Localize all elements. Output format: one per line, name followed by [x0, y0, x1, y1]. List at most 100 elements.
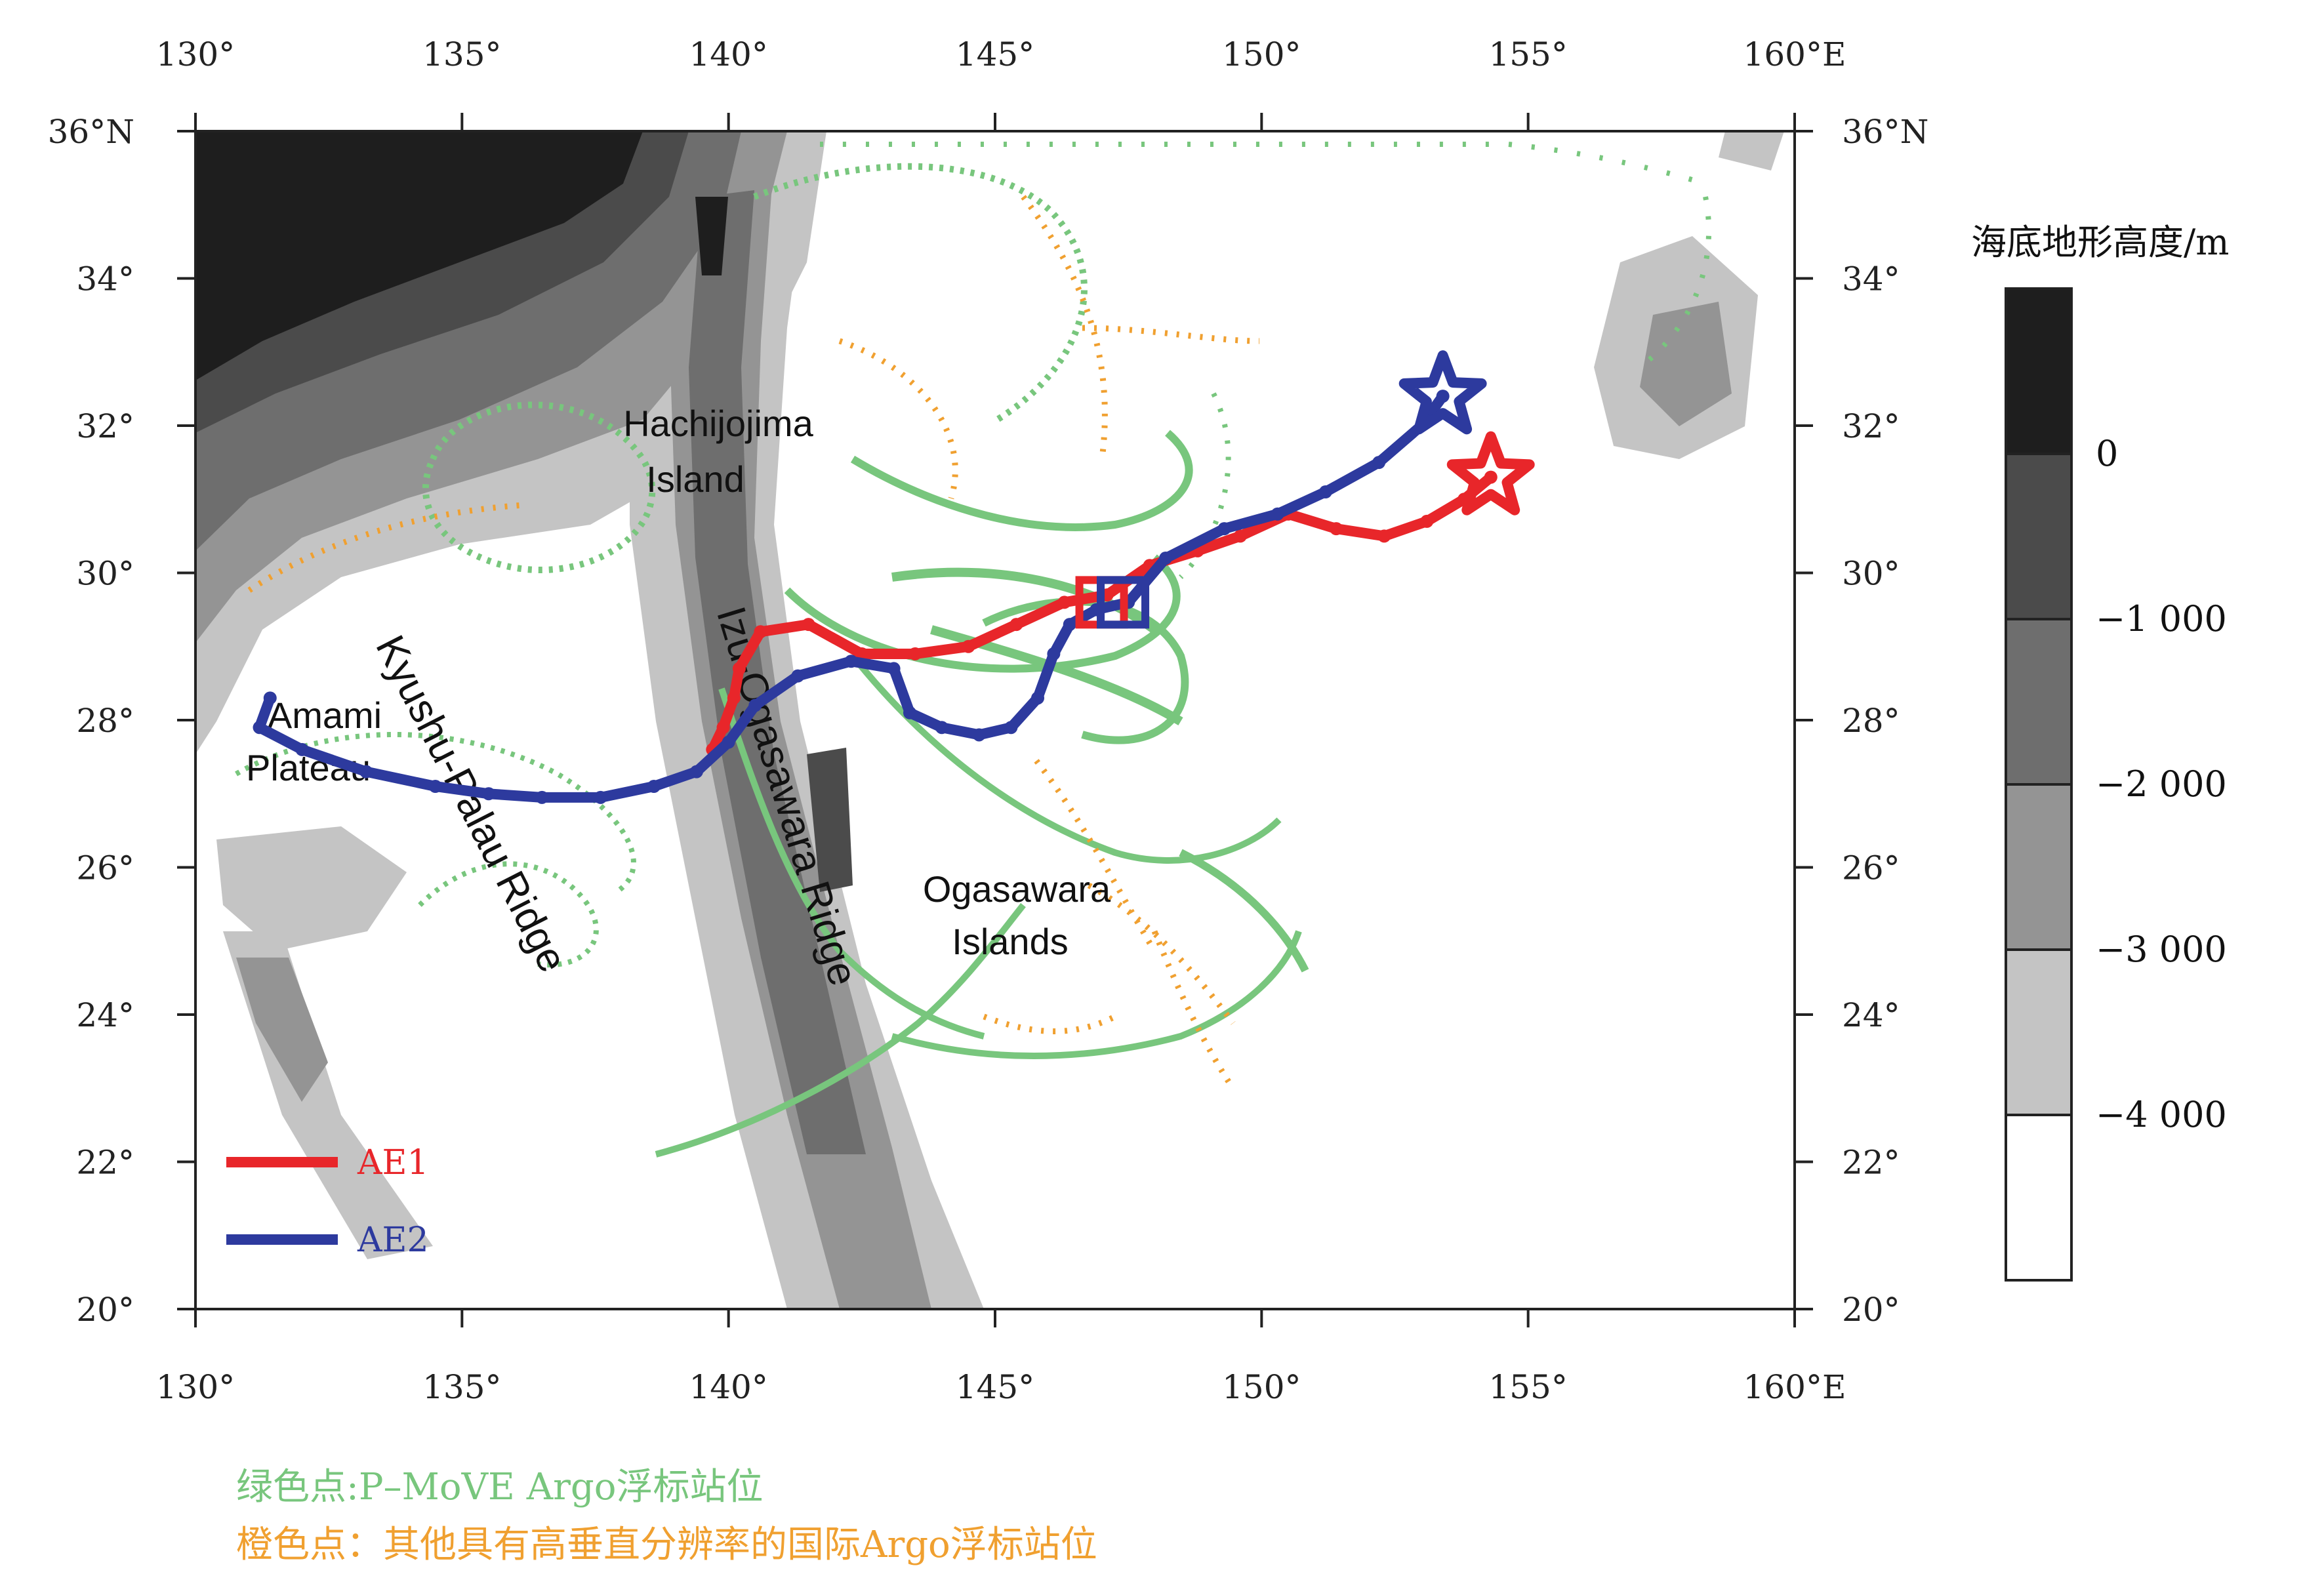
track-point-ae1 [716, 721, 730, 735]
track-point-ae2 [1047, 647, 1061, 660]
x-tick-label-bottom: 150° [1222, 1368, 1301, 1406]
y-tick-label-left: 26° [76, 849, 134, 887]
y-tick-label-right: 26° [1842, 849, 1900, 887]
orange-argo-floats [247, 195, 1260, 1091]
colorbar-swatch [2005, 783, 2073, 951]
track-point-ae1 [962, 639, 975, 653]
colorbar-label: −1 000 [2096, 598, 2227, 639]
bathymetry-layer [195, 131, 1784, 1309]
y-tick-label-right: 22° [1842, 1144, 1900, 1182]
x-tick-label-bottom: 135° [422, 1368, 501, 1406]
track-point-ae1 [1377, 529, 1391, 543]
track-point-ae1 [802, 618, 815, 632]
track-point-ae1 [1009, 618, 1023, 632]
track-point-ae2 [748, 698, 762, 712]
track-point-ae1 [1330, 522, 1343, 536]
x-tick-label-top: 135° [422, 35, 501, 73]
label-ogasawara: Ogasawara [923, 868, 1111, 910]
label-hachijojima-island: Island [646, 458, 744, 500]
y-tick-label-left: 36°N [48, 113, 134, 151]
x-tick-label-bottom: 140° [689, 1368, 767, 1406]
legend-ae1-label: AE1 [357, 1143, 429, 1182]
track-point-ae2 [935, 721, 948, 735]
track-point-ae1 [727, 691, 741, 705]
track-legend: AE1 AE2 [226, 1143, 429, 1260]
track-point-ae2 [689, 765, 703, 778]
colorbar-swatch [2005, 287, 2073, 455]
track-point-ae2 [535, 790, 549, 804]
track-point-ae2 [1159, 552, 1173, 565]
colorbar-label: −4 000 [2096, 1094, 2227, 1135]
x-tick-label-top: 130° [156, 35, 235, 73]
legend-ae2-label: AE2 [357, 1221, 429, 1260]
y-tick-label-left: 32° [76, 407, 134, 445]
colorbar-label: −2 000 [2096, 763, 2227, 805]
x-tick-label-bottom: 145° [956, 1368, 1034, 1406]
footer-orange-note: 橙色点：其他具有高垂直分辨率的国际Argo浮标站位 [236, 1524, 1097, 1566]
eddy-markers [1075, 350, 1535, 629]
x-tick-label-top: 140° [689, 35, 767, 73]
track-point-ae1 [1420, 514, 1434, 528]
track-point-ae2 [791, 669, 805, 683]
track-point-ae1 [732, 662, 746, 676]
colorbar-swatch [2005, 618, 2073, 786]
track-point-ae1 [1057, 596, 1071, 609]
colorbar-label: −3 000 [2096, 929, 2227, 970]
y-tick-label-left: 34° [76, 260, 134, 298]
label-ogasawara-islands: Islands [952, 921, 1068, 962]
track-point-ae2 [1318, 485, 1332, 499]
y-tick-label-right: 36°N [1842, 113, 1928, 151]
track-point-ae2 [1271, 507, 1284, 521]
x-tick-label-top: 155° [1488, 35, 1567, 73]
colorbar-swatch [2005, 453, 2073, 620]
track-point-ae2 [1063, 618, 1076, 632]
colorbar-swatch [2005, 1114, 2073, 1282]
colorbar-title: 海底地形高度/m [1971, 222, 2229, 263]
ae2-square-icon [1097, 576, 1150, 629]
track-point-ae2 [253, 721, 266, 735]
y-tick-label-right: 20° [1842, 1291, 1900, 1329]
track-point-ae2 [1031, 691, 1045, 705]
colorbar: 海底地形高度/m 0 −1 000 −2 000 −3 000 −4 000 [1971, 222, 2229, 1282]
track-point-ae2 [1004, 721, 1018, 735]
colorbar-labels: 0 −1 000 −2 000 −3 000 −4 000 [2096, 433, 2227, 1135]
track-point-ae1 [908, 647, 922, 660]
x-tick-label-bottom: 155° [1488, 1368, 1567, 1406]
axis-ticks: 130° 130° 135° 135° 140° 140° 145° 145° 150° 150°… [48, 35, 1929, 1406]
y-tick-label-left: 28° [76, 702, 134, 740]
track-point-ae2 [887, 662, 901, 676]
label-hachijojima: Hachijojima [623, 403, 813, 444]
track-point-ae2 [594, 790, 607, 804]
ae1-start-star-icon [1446, 431, 1535, 515]
y-tick-label-left: 24° [76, 996, 134, 1034]
track-point-ae2 [1217, 522, 1231, 536]
track-point-ae2 [903, 706, 916, 719]
track-point-ae2 [1372, 456, 1386, 470]
label-amami: Amami [268, 695, 382, 736]
y-tick-label-right: 28° [1842, 702, 1900, 740]
y-tick-label-right: 34° [1842, 260, 1900, 298]
track-point-ae2 [722, 735, 735, 749]
x-tick-label-top: 160°E [1743, 35, 1846, 73]
eddy-tracks [253, 390, 1498, 804]
track-point-ae1 [754, 625, 767, 639]
track-point-ae2 [428, 780, 442, 794]
track-point-ae2 [481, 787, 495, 801]
y-tick-label-left: 30° [76, 555, 134, 593]
track-point-ae2 [972, 728, 986, 742]
track-point-ae2 [263, 691, 277, 705]
footer-green-note: 绿色点:P–MoVE Argo浮标站位 [236, 1466, 764, 1508]
track-point-ae1 [1233, 529, 1247, 543]
x-tick-label-bottom: 130° [156, 1368, 235, 1406]
track-point-ae2 [844, 655, 858, 668]
y-tick-label-right: 30° [1842, 555, 1900, 593]
track-point-ae1 [855, 647, 868, 660]
green-argo-floats [235, 141, 1712, 1158]
track-point-ae2 [647, 780, 661, 794]
ae2-start-star-icon [1398, 350, 1487, 435]
x-tick-label-top: 145° [956, 35, 1034, 73]
colorbar-swatch [2005, 948, 2073, 1116]
y-tick-label-right: 32° [1842, 407, 1900, 445]
x-tick-label-bottom: 160°E [1743, 1368, 1846, 1406]
